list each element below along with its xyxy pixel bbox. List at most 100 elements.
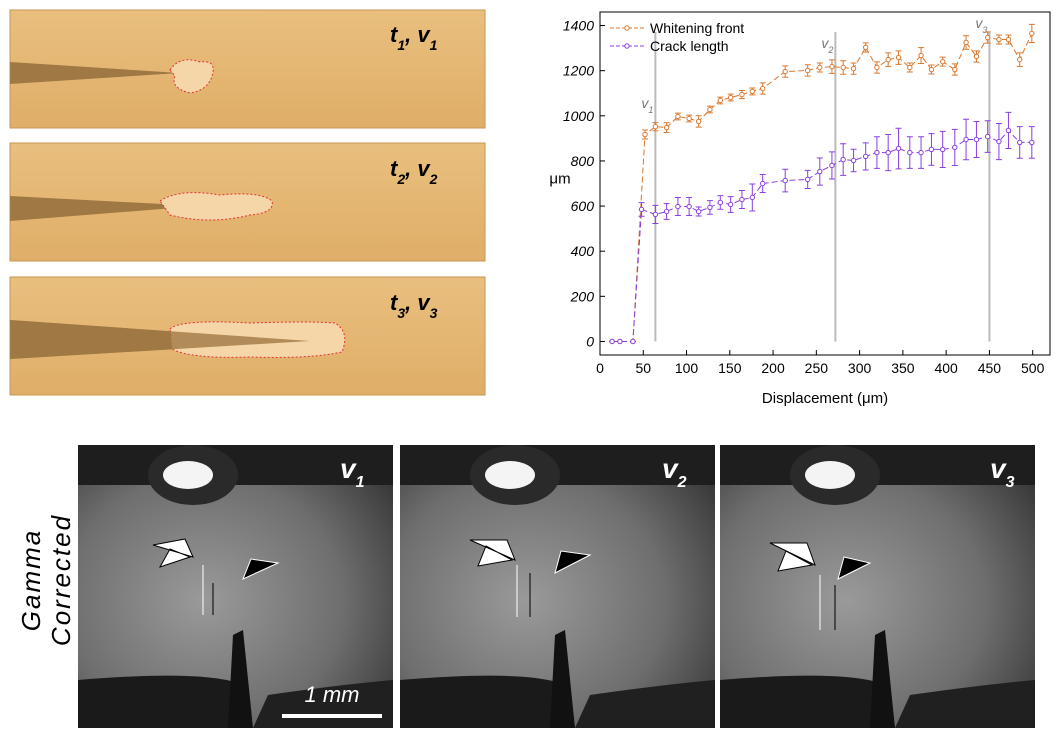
legend-marker [625,44,629,48]
point [1006,37,1010,41]
text-part: 1 [648,105,653,115]
point [618,339,622,343]
point [740,197,744,201]
legend-marker [625,26,629,30]
side-label: Gamma Corrected [16,514,76,646]
point [687,116,691,120]
series-line [612,33,1032,341]
side-label-line: Corrected [46,514,76,646]
point [896,146,900,150]
point [940,59,944,63]
figure: 1 mm Gamma Corrected t1, v1t2, v2t3, v3v… [0,0,1060,728]
text-part: 3 [1006,474,1015,491]
point [750,89,754,93]
side-label-line: Gamma [16,529,46,631]
point [728,95,732,99]
x-tick-label: 100 [675,360,699,376]
point [1030,140,1034,144]
x-tick-label: 50 [635,360,651,376]
point [830,64,834,68]
point [863,45,867,49]
x-tick-label: 250 [805,360,829,376]
point [974,137,978,141]
text-part: 1 [397,37,405,53]
point [687,204,691,208]
text-part: v [662,453,679,484]
x-axis-label: Displacement (μm) [762,390,888,407]
point [718,200,722,204]
y-tick-label: 400 [571,243,595,259]
point [919,150,923,154]
point [696,119,700,123]
point [851,158,855,162]
legend-label: Crack length [650,38,729,54]
text-part: 1 [356,474,365,491]
point [974,54,978,58]
text-part: 2 [677,474,687,491]
series-line [612,130,1032,341]
y-tick-label: 600 [571,198,595,214]
point [653,124,657,128]
text-part: 2 [827,45,833,55]
point [953,145,957,149]
point [740,92,744,96]
point [1018,140,1022,144]
photo-2 [400,445,715,728]
x-tick-label: 500 [1021,360,1045,376]
point [610,339,614,343]
y-tick-label: 200 [570,288,595,304]
legend-label: Whitening front [650,20,744,36]
text-part: 3 [430,305,438,321]
point [653,212,657,216]
point [851,66,855,70]
x-tick-label: 200 [761,360,785,376]
y-tick-label: 800 [571,153,595,169]
point [1030,31,1034,35]
point [875,65,879,69]
point [708,205,712,209]
point [896,55,900,59]
point [1006,128,1010,132]
marker-label: v2 [821,35,833,55]
point [908,150,912,154]
x-tick-label: 450 [978,360,1002,376]
point [919,53,923,57]
y-tick-label: 1400 [563,18,594,34]
plot-frame [600,12,1050,355]
point [664,209,668,213]
point [1018,57,1022,61]
point [696,209,700,213]
point [908,65,912,69]
point [664,125,668,129]
text-part: 1 [430,37,438,53]
point [643,132,647,136]
x-tick-label: 300 [848,360,872,376]
scale-label: 1 mm [305,682,360,707]
point [929,147,933,151]
text-part: v [340,453,357,484]
point [676,114,680,118]
y-axis-label: μm [549,171,570,188]
point [985,134,989,138]
text-part: 2 [429,171,438,187]
x-tick-label: 150 [718,360,742,376]
text-part: 3 [397,305,405,321]
point [676,204,680,208]
point [964,40,968,44]
point [708,107,712,111]
point [783,69,787,73]
point [841,157,845,161]
point [929,67,933,71]
point [728,202,732,206]
point [875,150,879,154]
x-tick-label: 350 [891,360,915,376]
point [863,154,867,158]
text-part: , v [404,290,431,315]
point [886,150,890,154]
x-tick-label: 0 [596,360,604,376]
point [818,65,822,69]
point [783,178,787,182]
point [985,35,989,39]
point [639,207,643,211]
point [760,86,764,90]
